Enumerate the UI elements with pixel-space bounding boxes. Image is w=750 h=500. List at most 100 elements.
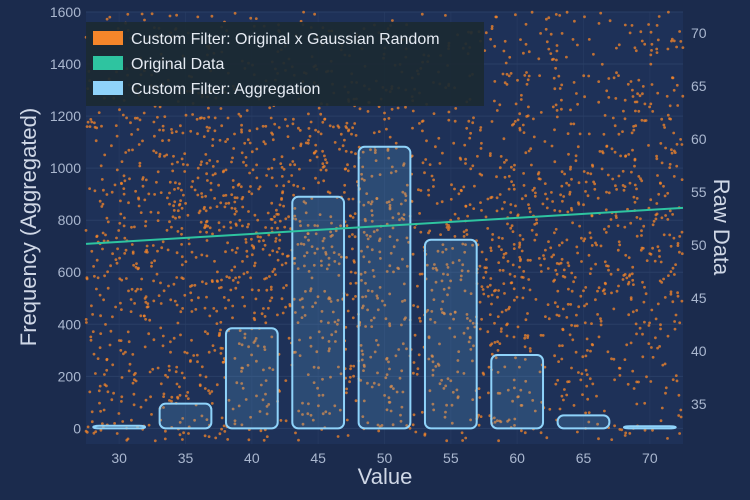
scatter-point <box>385 408 389 412</box>
scatter-point <box>227 298 231 302</box>
scatter-point <box>213 129 217 133</box>
scatter-point <box>615 46 618 50</box>
scatter-point <box>205 418 209 421</box>
scatter-point <box>607 77 611 80</box>
scatter-point <box>539 263 543 267</box>
scatter-point <box>402 282 406 286</box>
scatter-point <box>410 154 414 158</box>
scatter-point <box>618 374 622 377</box>
scatter-point <box>427 336 431 340</box>
scatter-point <box>362 399 366 403</box>
scatter-point <box>575 92 578 95</box>
scatter-point <box>348 375 352 379</box>
scatter-point <box>360 249 363 253</box>
scatter-point <box>97 111 101 114</box>
scatter-point <box>491 233 495 236</box>
scatter-point <box>547 317 551 321</box>
scatter-point <box>489 277 493 280</box>
scatter-point <box>275 184 278 188</box>
scatter-point <box>244 164 248 167</box>
scatter-point <box>291 146 295 150</box>
scatter-point <box>677 414 681 417</box>
scatter-point <box>337 126 341 129</box>
scatter-point <box>549 246 553 250</box>
scatter-point <box>156 170 160 174</box>
scatter-point <box>531 188 535 192</box>
scatter-point <box>664 391 667 395</box>
scatter-point <box>102 239 106 243</box>
scatter-point <box>317 330 321 334</box>
scatter-point <box>237 182 241 186</box>
scatter-point <box>312 263 316 267</box>
scatter-point <box>626 382 630 386</box>
scatter-point <box>312 151 316 155</box>
scatter-point <box>364 295 368 298</box>
scatter-point <box>370 209 374 213</box>
scatter-point <box>101 202 105 206</box>
scatter-point <box>376 343 380 347</box>
scatter-point <box>307 238 310 242</box>
scatter-point <box>472 116 475 120</box>
scatter-point <box>587 420 591 424</box>
scatter-point <box>444 14 447 17</box>
scatter-point <box>490 293 494 297</box>
scatter-point <box>629 296 633 300</box>
scatter-point <box>98 401 101 405</box>
bar-45 <box>291 195 346 430</box>
scatter-point <box>347 128 351 132</box>
scatter-point <box>369 202 373 206</box>
legend-label-scatter[interactable]: Custom Filter: Original x Gaussian Rando… <box>131 31 440 48</box>
scatter-point <box>183 152 187 156</box>
scatter-point <box>549 32 553 36</box>
scatter-point <box>183 376 186 380</box>
scatter-point <box>231 407 235 411</box>
scatter-point <box>630 131 634 135</box>
scatter-point <box>190 284 194 287</box>
scatter-point <box>284 419 288 423</box>
scatter-point <box>314 128 317 132</box>
scatter-point <box>270 296 274 300</box>
scatter-point <box>544 27 548 31</box>
scatter-point <box>195 353 199 357</box>
scatter-point <box>361 306 364 310</box>
scatter-point <box>612 357 616 361</box>
scatter-point <box>257 187 261 191</box>
scatter-point <box>237 342 241 345</box>
x-tick-30: 30 <box>111 450 127 466</box>
scatter-point <box>560 257 564 261</box>
scatter-point <box>663 362 667 366</box>
legend[interactable]: Custom Filter: Original x Gaussian Rando… <box>86 22 484 106</box>
scatter-point <box>378 239 381 243</box>
scatter-point <box>263 345 266 349</box>
scatter-point <box>533 409 537 413</box>
scatter-point <box>194 256 198 259</box>
scatter-point <box>623 358 627 361</box>
scatter-point <box>404 316 407 320</box>
scatter-point <box>666 191 670 195</box>
y-tick-1000: 1000 <box>50 160 81 176</box>
scatter-point <box>110 144 113 148</box>
scatter-point <box>224 250 227 254</box>
scatter-point <box>461 263 465 267</box>
scatter-point <box>533 238 537 242</box>
scatter-point <box>205 125 209 129</box>
scatter-point <box>362 203 366 207</box>
legend-label-line[interactable]: Original Data <box>131 56 224 73</box>
scatter-point <box>520 197 524 201</box>
scatter-point <box>452 317 455 321</box>
y2-tick-45: 45 <box>691 290 707 306</box>
scatter-point <box>243 332 247 336</box>
scatter-point <box>351 297 355 301</box>
scatter-point <box>210 390 214 393</box>
scatter-point <box>419 319 422 323</box>
legend-label-bar[interactable]: Custom Filter: Aggregation <box>131 81 320 98</box>
scatter-point <box>343 191 346 194</box>
scatter-point <box>159 326 163 330</box>
scatter-point <box>402 162 406 166</box>
scatter-point <box>649 53 653 57</box>
scatter-point <box>144 220 148 223</box>
scatter-point <box>603 292 607 295</box>
scatter-point <box>141 139 144 143</box>
scatter-point <box>679 408 683 412</box>
bar-30 <box>92 424 147 430</box>
